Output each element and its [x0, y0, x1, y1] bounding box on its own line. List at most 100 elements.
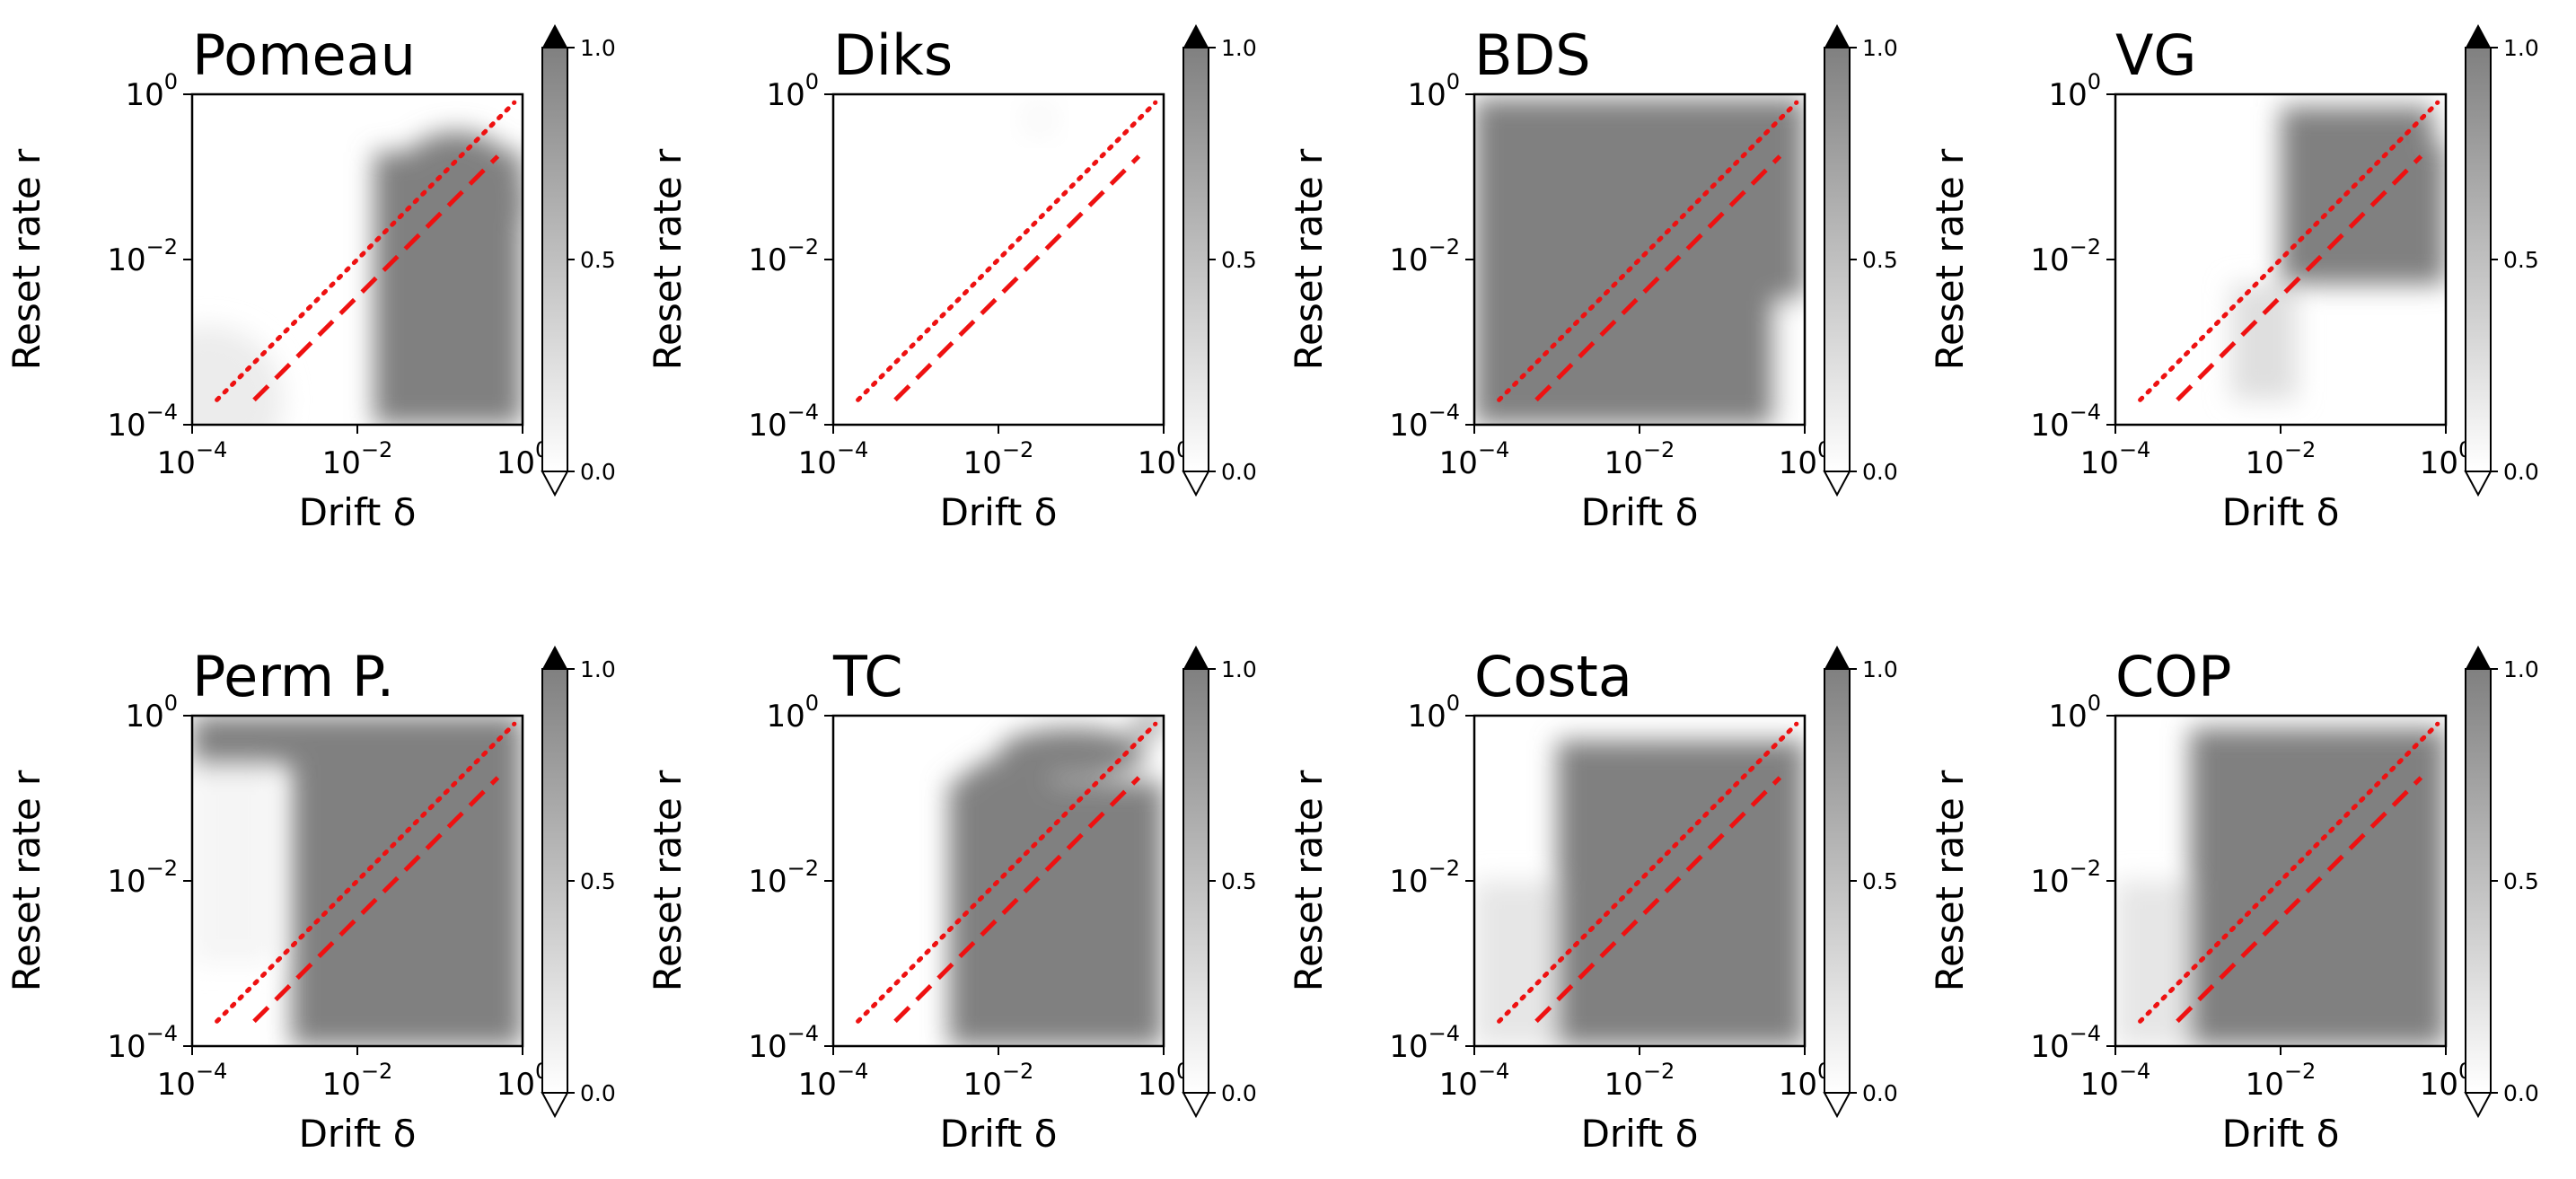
y-tick-label: 100: [2048, 691, 2101, 735]
x-axis-label: Drift δ: [299, 490, 417, 534]
x-tick-label: 10−4: [2080, 437, 2151, 481]
panel-cop: 10−4 10−2 100 10−4 10−2 100 Drift δ Reset rate …: [1928, 644, 2539, 1156]
x-axis-label: Drift δ: [940, 1112, 1058, 1156]
y-tick-label: 10−2: [1389, 856, 1460, 900]
colorbar-tick-label: 1.0: [1862, 35, 1898, 61]
colorbar-extend-max: [542, 24, 567, 48]
y-axis-label: Reset rate r: [4, 770, 48, 991]
colorbar-tick-label: 0.0: [2503, 459, 2539, 485]
reference-line-dashed: [2176, 154, 2423, 402]
panel-title: Perm P.: [192, 644, 394, 709]
colorbar: 0.0 0.5 1.0: [1182, 24, 1257, 497]
colorbar: 0.0 0.5 1.0: [541, 24, 616, 497]
panel-costa: 10−4 10−2 100 10−4 10−2 100 Drift δ Reset rate …: [1287, 644, 1898, 1156]
colorbar-gradient: [2465, 668, 2492, 1094]
x-tick-label: 10−4: [1439, 1059, 1510, 1103]
heatmap-region: [1557, 740, 1722, 906]
y-tick-label: 100: [125, 69, 178, 113]
colorbar-gradient: [1182, 668, 1209, 1094]
heatmap-region: [1474, 881, 1557, 1046]
reference-line-dashed: [1534, 776, 1782, 1024]
colorbar-gradient: [541, 668, 568, 1094]
x-tick-label: 10−2: [963, 437, 1034, 481]
colorbar-tick-label: 0.0: [580, 459, 616, 485]
y-tick-label: 10−4: [1389, 400, 1460, 444]
colorbar-extend-min: [1823, 1092, 1851, 1119]
panel-vg: 10−4 10−2 100 10−4 10−2 100 Drift δ Reset rate …: [1928, 22, 2539, 534]
colorbar-tick-label: 0.5: [2503, 247, 2539, 273]
colorbar: 0.0 0.5 1.0: [2464, 646, 2539, 1119]
y-tick-label: 10−4: [107, 400, 178, 444]
y-tick-label: 10−4: [107, 1021, 178, 1065]
colorbar-extend-min: [1182, 471, 1210, 497]
heatmap: [2230, 106, 2446, 400]
heatmap-region: [2230, 284, 2298, 400]
heatmap-region: [291, 716, 523, 1046]
y-tick-label: 100: [766, 691, 819, 735]
x-axis-label: Drift δ: [1581, 1112, 1699, 1156]
x-axis-label: Drift δ: [299, 1112, 417, 1156]
y-tick-label: 100: [1407, 691, 1460, 735]
heatmap: [2115, 727, 2446, 1046]
colorbar-extend-min: [1182, 1092, 1210, 1119]
heatmap-region: [192, 765, 275, 963]
colorbar-extend-min: [541, 1092, 569, 1119]
reference-line-dashed: [893, 776, 1141, 1024]
x-tick-label: 100: [497, 1059, 549, 1103]
colorbar-tick-label: 0.0: [2503, 1080, 2539, 1106]
x-tick-label: 100: [1779, 1059, 1832, 1103]
y-tick-label: 100: [1407, 69, 1460, 113]
y-tick-label: 100: [125, 691, 178, 735]
x-tick-label: 10−4: [798, 437, 869, 481]
colorbar-tick-label: 0.0: [1862, 1080, 1898, 1106]
y-tick-label: 10−4: [1389, 1021, 1460, 1065]
y-tick-label: 10−2: [1389, 234, 1460, 278]
panel-title: BDS: [1474, 22, 1591, 88]
colorbar-tick-label: 0.5: [2503, 868, 2539, 894]
y-tick-label: 10−4: [748, 1021, 819, 1065]
y-axis-label: Reset rate r: [1287, 148, 1331, 370]
reference-line-dashed: [2176, 776, 2423, 1024]
colorbar-extend-max: [1183, 646, 1209, 669]
x-axis-label: Drift δ: [940, 490, 1058, 534]
colorbar-tick-label: 0.0: [1221, 1080, 1257, 1106]
reference-line-dashed: [893, 154, 1141, 402]
y-axis-label: Reset rate r: [1928, 148, 1972, 370]
colorbar-extend-max: [2466, 646, 2491, 669]
heatmap: [1019, 98, 1060, 140]
colorbar-gradient: [1824, 668, 1851, 1094]
reference-line-dashed: [252, 776, 500, 1024]
x-axis-label: Drift δ: [2222, 490, 2340, 534]
colorbar-tick-label: 1.0: [2503, 35, 2539, 61]
colorbar-gradient: [541, 47, 568, 472]
colorbar-extend-max: [2466, 24, 2491, 48]
colorbar-tick-label: 0.0: [1862, 459, 1898, 485]
colorbar-tick-label: 1.0: [2503, 656, 2539, 682]
colorbar: 0.0 0.5 1.0: [1182, 646, 1257, 1119]
panel-title: Pomeau: [192, 22, 416, 88]
colorbar-tick-label: 1.0: [580, 35, 616, 61]
colorbar-tick-label: 1.0: [1221, 656, 1257, 682]
panel-title: Costa: [1474, 644, 1632, 709]
y-tick-label: 10−2: [107, 234, 178, 278]
panel-pomeau: 10−4 10−2 100 10−4 10−2 100 Drift δ Reset rate …: [4, 22, 616, 534]
x-tick-label: 10−2: [322, 437, 393, 481]
panel-bds: 10−4 10−2 100 10−4 10−2 100 Drift δ Reset rate …: [1287, 22, 1898, 534]
colorbar-tick-label: 0.5: [580, 247, 616, 273]
x-tick-label: 10−2: [1605, 1059, 1675, 1103]
heatmap: [192, 716, 523, 1046]
y-axis-label: Reset rate r: [1287, 770, 1331, 991]
heatmap-region: [998, 727, 1147, 779]
panel-title: Diks: [833, 22, 953, 88]
x-tick-label: 100: [1138, 437, 1191, 481]
colorbar-tick-label: 0.5: [1862, 247, 1898, 273]
y-tick-label: 10−2: [748, 234, 819, 278]
x-tick-label: 10−2: [322, 1059, 393, 1103]
heatmap-region: [1019, 98, 1060, 140]
reference-line-dashed: [252, 154, 500, 402]
heatmap: [1474, 740, 1805, 1046]
x-axis-label: Drift δ: [1581, 490, 1699, 534]
heatmap-region: [386, 131, 523, 272]
colorbar-tick-label: 0.0: [580, 1080, 616, 1106]
colorbar-extend-max: [1824, 24, 1850, 48]
